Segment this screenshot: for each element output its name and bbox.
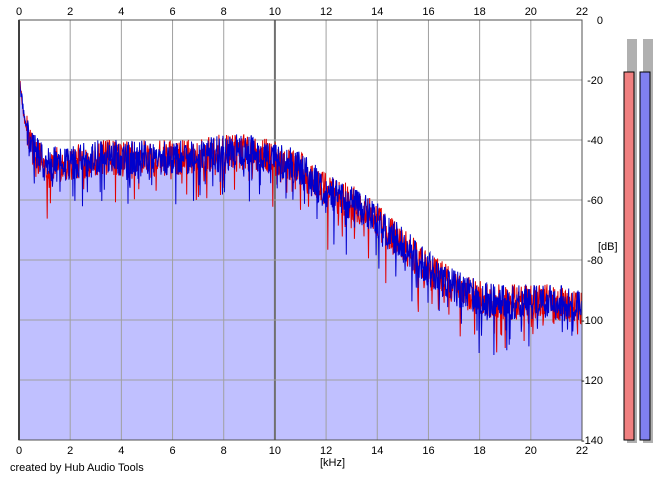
y-tick-label: 0 bbox=[597, 15, 603, 27]
x-tick-label-bottom: 10 bbox=[269, 445, 281, 457]
x-tick-label-bottom: 20 bbox=[525, 445, 537, 457]
x-tick-label-bottom: 14 bbox=[371, 445, 383, 457]
y-tick-label: -120 bbox=[581, 375, 603, 387]
x-tick-label-bottom: 8 bbox=[221, 445, 227, 457]
x-tick-label-top: 20 bbox=[525, 6, 537, 18]
y-tick-label: -80 bbox=[587, 255, 603, 267]
x-tick-label-top: 2 bbox=[67, 6, 73, 18]
level-meters bbox=[623, 39, 653, 443]
x-tick-label-top: 8 bbox=[221, 6, 227, 18]
spectrum-plot: 002244668810101212141416161818202022220-… bbox=[16, 6, 603, 457]
x-tick-label-bottom: 22 bbox=[576, 445, 588, 457]
x-tick-label-bottom: 18 bbox=[474, 445, 486, 457]
x-tick-label-bottom: 0 bbox=[16, 445, 22, 457]
x-tick-label-top: 14 bbox=[371, 6, 383, 18]
x-tick-label-top: 12 bbox=[320, 6, 332, 18]
y-tick-label: -40 bbox=[587, 135, 603, 147]
x-tick-label-bottom: 16 bbox=[422, 445, 434, 457]
x-tick-label-top: 4 bbox=[118, 6, 124, 18]
spectrum-fill-area bbox=[19, 81, 582, 440]
level-meter-left bbox=[623, 71, 635, 441]
y-tick-label: -100 bbox=[581, 315, 603, 327]
level-meter-right bbox=[639, 71, 651, 441]
x-tick-label-bottom: 12 bbox=[320, 445, 332, 457]
y-axis-label: [dB] bbox=[598, 241, 618, 253]
x-tick-label-top: 16 bbox=[422, 6, 434, 18]
credit-text: created by Hub Audio Tools bbox=[10, 462, 144, 474]
x-axis-label: [kHz] bbox=[320, 457, 345, 469]
x-tick-label-top: 22 bbox=[576, 6, 588, 18]
x-tick-label-bottom: 2 bbox=[67, 445, 73, 457]
y-tick-label: -60 bbox=[587, 195, 603, 207]
x-tick-label-top: 6 bbox=[169, 6, 175, 18]
y-tick-label: -140 bbox=[581, 435, 603, 447]
x-tick-label-top: 0 bbox=[16, 6, 22, 18]
x-tick-label-top: 18 bbox=[474, 6, 486, 18]
x-tick-label-bottom: 6 bbox=[169, 445, 175, 457]
x-tick-label-bottom: 4 bbox=[118, 445, 124, 457]
right-channel-trace bbox=[18, 81, 583, 356]
y-tick-label: -20 bbox=[587, 75, 603, 87]
x-tick-label-top: 10 bbox=[269, 6, 281, 18]
